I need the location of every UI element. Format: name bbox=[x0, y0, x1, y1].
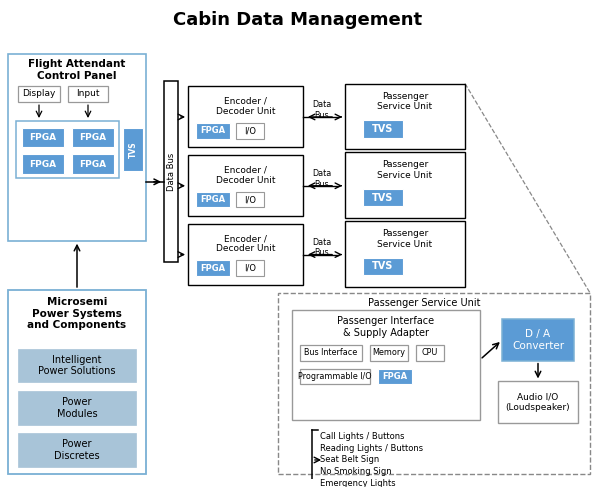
Text: Seat Belt Sign: Seat Belt Sign bbox=[320, 455, 379, 465]
Bar bbox=[363, 188, 403, 206]
Text: Data Bus: Data Bus bbox=[167, 152, 176, 190]
Text: FPGA: FPGA bbox=[201, 126, 226, 135]
Text: Microsemi
Power Systems
and Components: Microsemi Power Systems and Components bbox=[27, 297, 127, 330]
Text: Passenger Service Unit: Passenger Service Unit bbox=[368, 298, 480, 308]
Bar bbox=[300, 345, 362, 361]
Bar bbox=[498, 381, 578, 423]
Bar bbox=[18, 391, 136, 425]
Text: D / A
Converter: D / A Converter bbox=[512, 329, 564, 351]
Text: Data
Bus: Data Bus bbox=[312, 169, 331, 188]
Text: FPGA: FPGA bbox=[80, 160, 107, 169]
Bar bbox=[378, 369, 412, 384]
Text: I/O: I/O bbox=[244, 195, 256, 204]
Bar bbox=[236, 261, 264, 276]
Text: Input: Input bbox=[76, 89, 100, 98]
Bar bbox=[292, 310, 480, 420]
Text: Memory: Memory bbox=[372, 348, 406, 357]
Text: Call Lights / Buttons: Call Lights / Buttons bbox=[320, 432, 405, 441]
Text: FPGA: FPGA bbox=[80, 133, 107, 142]
Bar bbox=[236, 123, 264, 139]
Text: Audio I/O
(Loudspeaker): Audio I/O (Loudspeaker) bbox=[506, 393, 571, 412]
Text: Display: Display bbox=[23, 89, 56, 98]
Text: Data
Bus: Data Bus bbox=[312, 100, 331, 120]
Bar bbox=[72, 154, 114, 174]
Bar bbox=[363, 258, 403, 275]
Bar bbox=[188, 87, 303, 148]
Text: Data
Bus: Data Bus bbox=[312, 238, 331, 257]
Bar bbox=[18, 86, 60, 102]
Text: Passenger
Service Unit: Passenger Service Unit bbox=[377, 229, 433, 248]
Text: Programmable I/O: Programmable I/O bbox=[298, 372, 372, 381]
Text: Bus Interface: Bus Interface bbox=[305, 348, 358, 357]
Text: Encoder /
Decoder Unit: Encoder / Decoder Unit bbox=[216, 234, 275, 253]
Bar bbox=[196, 123, 230, 139]
Bar bbox=[188, 224, 303, 285]
Text: Power
Modules: Power Modules bbox=[57, 397, 98, 419]
Bar bbox=[196, 192, 230, 207]
Text: Passenger
Service Unit: Passenger Service Unit bbox=[377, 160, 433, 180]
Text: Cabin Data Management: Cabin Data Management bbox=[173, 11, 422, 29]
Text: Flight Attendant
Control Panel: Flight Attendant Control Panel bbox=[29, 59, 126, 80]
Bar bbox=[370, 345, 408, 361]
Bar bbox=[16, 121, 119, 178]
Text: FPGA: FPGA bbox=[29, 133, 57, 142]
Bar bbox=[345, 152, 465, 218]
Text: Passenger
Service Unit: Passenger Service Unit bbox=[377, 92, 433, 111]
Bar bbox=[68, 86, 108, 102]
Bar bbox=[278, 293, 590, 474]
Text: I/O: I/O bbox=[244, 126, 256, 135]
Bar bbox=[22, 128, 64, 148]
Text: Encoder /
Decoder Unit: Encoder / Decoder Unit bbox=[216, 96, 275, 116]
Bar bbox=[345, 221, 465, 287]
Text: TVS: TVS bbox=[129, 141, 137, 158]
Bar bbox=[236, 192, 264, 207]
Bar bbox=[8, 54, 146, 241]
Text: I/O: I/O bbox=[244, 264, 256, 273]
Text: Passenger Interface
& Supply Adapter: Passenger Interface & Supply Adapter bbox=[337, 317, 434, 338]
Text: CPU: CPU bbox=[422, 348, 438, 357]
Text: FPGA: FPGA bbox=[29, 160, 57, 169]
Bar bbox=[363, 120, 403, 138]
Bar bbox=[345, 84, 465, 150]
Bar bbox=[164, 80, 178, 262]
Bar bbox=[123, 128, 143, 171]
Bar bbox=[502, 319, 574, 361]
Text: No Smoking Sign: No Smoking Sign bbox=[320, 467, 392, 476]
Text: TVS: TVS bbox=[372, 262, 394, 271]
Bar bbox=[22, 154, 64, 174]
Text: Intelligent
Power Solutions: Intelligent Power Solutions bbox=[38, 355, 116, 376]
Text: FPGA: FPGA bbox=[201, 195, 226, 204]
Bar bbox=[300, 369, 370, 384]
Text: Emergency Lights: Emergency Lights bbox=[320, 479, 396, 487]
Bar bbox=[196, 261, 230, 276]
Bar bbox=[18, 433, 136, 467]
Text: FPGA: FPGA bbox=[383, 372, 408, 381]
Text: Reading Lights / Buttons: Reading Lights / Buttons bbox=[320, 444, 423, 453]
Text: TVS: TVS bbox=[372, 124, 394, 134]
Bar bbox=[416, 345, 444, 361]
Bar bbox=[8, 290, 146, 474]
Text: Power
Discretes: Power Discretes bbox=[54, 439, 100, 461]
Text: TVS: TVS bbox=[372, 192, 394, 203]
Text: Encoder /
Decoder Unit: Encoder / Decoder Unit bbox=[216, 165, 275, 185]
Bar bbox=[72, 128, 114, 148]
Text: FPGA: FPGA bbox=[201, 264, 226, 273]
Bar bbox=[188, 155, 303, 216]
Bar bbox=[18, 349, 136, 382]
